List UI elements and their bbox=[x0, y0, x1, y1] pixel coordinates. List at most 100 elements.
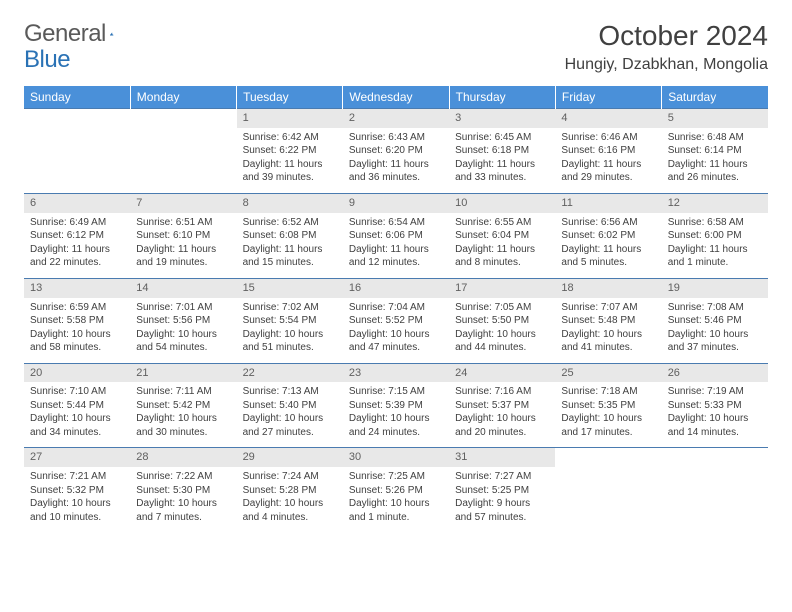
day-header: Saturday bbox=[662, 86, 768, 109]
sunset-line: Sunset: 5:32 PM bbox=[30, 484, 124, 498]
day-number-cell: 13 bbox=[24, 278, 130, 297]
sunrise-line: Sunrise: 7:01 AM bbox=[136, 301, 230, 315]
sunrise-line: Sunrise: 6:59 AM bbox=[30, 301, 124, 315]
day-content-cell: Sunrise: 6:51 AMSunset: 6:10 PMDaylight:… bbox=[130, 213, 236, 279]
sunrise-line: Sunrise: 6:43 AM bbox=[349, 131, 443, 145]
sunset-line: Sunset: 5:25 PM bbox=[455, 484, 549, 498]
day-number-cell: 17 bbox=[449, 278, 555, 297]
day-number-row: 2728293031 bbox=[24, 448, 768, 467]
sunset-line: Sunset: 6:00 PM bbox=[668, 229, 762, 243]
day-number-cell: 14 bbox=[130, 278, 236, 297]
day-content-row: Sunrise: 6:59 AMSunset: 5:58 PMDaylight:… bbox=[24, 298, 768, 364]
day-content-cell: Sunrise: 7:22 AMSunset: 5:30 PMDaylight:… bbox=[130, 467, 236, 532]
daylight-line: Daylight: 11 hours and 19 minutes. bbox=[136, 243, 230, 270]
sunrise-line: Sunrise: 7:05 AM bbox=[455, 301, 549, 315]
daylight-line: Daylight: 11 hours and 36 minutes. bbox=[349, 158, 443, 185]
day-content-cell: Sunrise: 6:46 AMSunset: 6:16 PMDaylight:… bbox=[555, 128, 661, 194]
sunset-line: Sunset: 5:28 PM bbox=[243, 484, 337, 498]
sunrise-line: Sunrise: 7:11 AM bbox=[136, 385, 230, 399]
daylight-line: Daylight: 10 hours and 20 minutes. bbox=[455, 412, 549, 439]
day-number-cell: 8 bbox=[237, 193, 343, 212]
day-content-cell: Sunrise: 6:49 AMSunset: 6:12 PMDaylight:… bbox=[24, 213, 130, 279]
day-number-cell: 23 bbox=[343, 363, 449, 382]
sunrise-line: Sunrise: 6:49 AM bbox=[30, 216, 124, 230]
day-content-cell: Sunrise: 7:18 AMSunset: 5:35 PMDaylight:… bbox=[555, 382, 661, 448]
day-content-row: Sunrise: 6:42 AMSunset: 6:22 PMDaylight:… bbox=[24, 128, 768, 194]
day-content-cell: Sunrise: 7:27 AMSunset: 5:25 PMDaylight:… bbox=[449, 467, 555, 532]
daylight-line: Daylight: 10 hours and 1 minute. bbox=[349, 497, 443, 524]
daylight-line: Daylight: 10 hours and 14 minutes. bbox=[668, 412, 762, 439]
day-number-cell: 18 bbox=[555, 278, 661, 297]
sunrise-line: Sunrise: 7:13 AM bbox=[243, 385, 337, 399]
month-title: October 2024 bbox=[565, 20, 768, 52]
sunset-line: Sunset: 5:54 PM bbox=[243, 314, 337, 328]
day-header: Tuesday bbox=[237, 86, 343, 109]
daylight-line: Daylight: 10 hours and 51 minutes. bbox=[243, 328, 337, 355]
sunrise-line: Sunrise: 7:25 AM bbox=[349, 470, 443, 484]
day-content-cell: Sunrise: 7:13 AMSunset: 5:40 PMDaylight:… bbox=[237, 382, 343, 448]
daylight-line: Daylight: 10 hours and 37 minutes. bbox=[668, 328, 762, 355]
day-content-cell: Sunrise: 6:52 AMSunset: 6:08 PMDaylight:… bbox=[237, 213, 343, 279]
daylight-line: Daylight: 11 hours and 8 minutes. bbox=[455, 243, 549, 270]
day-number-cell: 21 bbox=[130, 363, 236, 382]
location: Hungiy, Dzabkhan, Mongolia bbox=[565, 56, 768, 74]
daylight-line: Daylight: 10 hours and 17 minutes. bbox=[561, 412, 655, 439]
daylight-line: Daylight: 9 hours and 57 minutes. bbox=[455, 497, 549, 524]
sunrise-line: Sunrise: 6:56 AM bbox=[561, 216, 655, 230]
day-number-row: 12345 bbox=[24, 109, 768, 128]
daylight-line: Daylight: 11 hours and 12 minutes. bbox=[349, 243, 443, 270]
logo-sail-icon bbox=[110, 24, 114, 44]
sunrise-line: Sunrise: 6:51 AM bbox=[136, 216, 230, 230]
day-number-cell: 30 bbox=[343, 448, 449, 467]
day-number-cell bbox=[24, 109, 130, 128]
daylight-line: Daylight: 11 hours and 15 minutes. bbox=[243, 243, 337, 270]
sunset-line: Sunset: 5:30 PM bbox=[136, 484, 230, 498]
day-number-cell: 3 bbox=[449, 109, 555, 128]
sunset-line: Sunset: 5:26 PM bbox=[349, 484, 443, 498]
sunrise-line: Sunrise: 6:52 AM bbox=[243, 216, 337, 230]
sunset-line: Sunset: 5:40 PM bbox=[243, 399, 337, 413]
sunset-line: Sunset: 6:08 PM bbox=[243, 229, 337, 243]
day-content-cell: Sunrise: 7:08 AMSunset: 5:46 PMDaylight:… bbox=[662, 298, 768, 364]
day-content-cell: Sunrise: 6:45 AMSunset: 6:18 PMDaylight:… bbox=[449, 128, 555, 194]
day-number-cell: 19 bbox=[662, 278, 768, 297]
day-content-cell: Sunrise: 7:04 AMSunset: 5:52 PMDaylight:… bbox=[343, 298, 449, 364]
sunrise-line: Sunrise: 7:18 AM bbox=[561, 385, 655, 399]
header: General October 2024 Hungiy, Dzabkhan, M… bbox=[24, 20, 768, 74]
sunrise-line: Sunrise: 7:04 AM bbox=[349, 301, 443, 315]
day-content-row: Sunrise: 7:21 AMSunset: 5:32 PM Daylight:… bbox=[24, 467, 768, 532]
day-number-cell: 20 bbox=[24, 363, 130, 382]
sunrise-line: Sunrise: 7:21 AM bbox=[30, 470, 124, 484]
day-content-cell: Sunrise: 7:01 AMSunset: 5:56 PMDaylight:… bbox=[130, 298, 236, 364]
day-number-cell: 11 bbox=[555, 193, 661, 212]
daylight-line: Daylight: 10 hours and 27 minutes. bbox=[243, 412, 337, 439]
sunrise-line: Sunrise: 7:24 AM bbox=[243, 470, 337, 484]
day-header: Sunday bbox=[24, 86, 130, 109]
day-content-cell bbox=[130, 128, 236, 194]
daylight-line: Daylight: 11 hours and 22 minutes. bbox=[30, 243, 124, 270]
day-content-cell: Sunrise: 7:21 AMSunset: 5:32 PMDaylight:… bbox=[24, 467, 130, 532]
title-block: October 2024 Hungiy, Dzabkhan, Mongolia bbox=[565, 20, 768, 74]
day-content-cell: Sunrise: 7:25 AMSunset: 5:26 PMDaylight:… bbox=[343, 467, 449, 532]
daylight-line: Daylight: 11 hours and 29 minutes. bbox=[561, 158, 655, 185]
daylight-line: Daylight: 11 hours and 1 minute. bbox=[668, 243, 762, 270]
daylight-line: Daylight: 10 hours and 4 minutes. bbox=[243, 497, 337, 524]
sunset-line: Sunset: 6:14 PM bbox=[668, 144, 762, 158]
sunrise-line: Sunrise: 7:10 AM bbox=[30, 385, 124, 399]
sunset-line: Sunset: 6:02 PM bbox=[561, 229, 655, 243]
day-content-cell: Sunrise: 6:55 AMSunset: 6:04 PMDaylight:… bbox=[449, 213, 555, 279]
day-header-row: SundayMondayTuesdayWednesdayThursdayFrid… bbox=[24, 86, 768, 109]
daylight-line: Daylight: 10 hours and 54 minutes. bbox=[136, 328, 230, 355]
sunrise-line: Sunrise: 7:15 AM bbox=[349, 385, 443, 399]
sunset-line: Sunset: 5:56 PM bbox=[136, 314, 230, 328]
day-number-cell: 4 bbox=[555, 109, 661, 128]
daylight-line: Daylight: 11 hours and 39 minutes. bbox=[243, 158, 337, 185]
sunset-line: Sunset: 6:04 PM bbox=[455, 229, 549, 243]
day-content-cell: Sunrise: 7:02 AMSunset: 5:54 PMDaylight:… bbox=[237, 298, 343, 364]
daylight-line: Daylight: 11 hours and 33 minutes. bbox=[455, 158, 549, 185]
daylight-line: Daylight: 10 hours and 7 minutes. bbox=[136, 497, 230, 524]
day-number-cell: 31 bbox=[449, 448, 555, 467]
day-content-row: Sunrise: 7:10 AMSunset: 5:44 PMDaylight:… bbox=[24, 382, 768, 448]
sunset-line: Sunset: 5:46 PM bbox=[668, 314, 762, 328]
sunset-line: Sunset: 5:37 PM bbox=[455, 399, 549, 413]
